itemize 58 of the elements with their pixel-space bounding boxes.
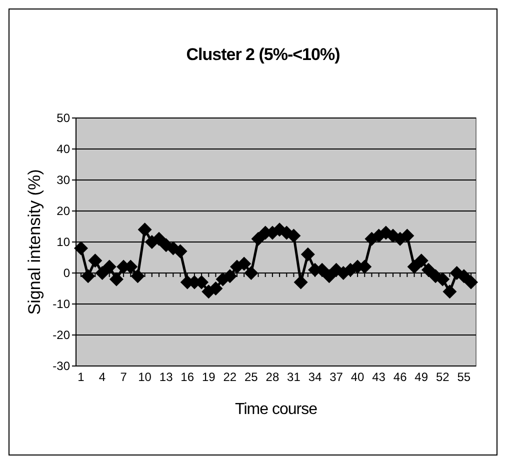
- y-tick-label: 40: [56, 142, 70, 156]
- x-tick-label: 31: [287, 370, 301, 384]
- x-tick-label: 49: [414, 370, 428, 384]
- point: [81, 269, 96, 284]
- x-axis-title: Time course: [235, 401, 318, 418]
- point: [286, 228, 301, 243]
- point: [102, 260, 116, 274]
- y-tick-label: 0: [63, 266, 70, 280]
- x-tick-label: 25: [244, 370, 258, 384]
- chart-title: Cluster 2 (5%-<10%): [186, 45, 340, 64]
- point: [414, 254, 428, 268]
- point: [407, 260, 422, 274]
- x-tick-label: 28: [266, 370, 280, 384]
- y-tick-label: 10: [56, 235, 70, 250]
- x-tick-label: 7: [120, 370, 128, 384]
- x-tick-label: 55: [457, 370, 471, 384]
- point: [300, 247, 315, 262]
- y-tick-label: -10: [52, 297, 70, 312]
- point: [244, 266, 258, 280]
- x-tick-label: 19: [202, 370, 216, 384]
- x-tick-label: 43: [372, 370, 386, 384]
- x-tick-label: 16: [180, 370, 194, 384]
- point: [173, 244, 188, 258]
- x-tick-label: 40: [350, 370, 365, 384]
- point: [294, 275, 308, 290]
- point: [436, 272, 450, 286]
- y-tick-label: 30: [56, 173, 70, 188]
- x-tick-label: 1: [78, 370, 85, 384]
- point: [464, 275, 478, 290]
- x-tick-label: 13: [159, 370, 174, 384]
- point: [152, 232, 166, 246]
- point: [421, 262, 436, 277]
- point: [237, 256, 252, 271]
- x-tick-label: 34: [308, 370, 322, 384]
- x-tick-label: 4: [98, 370, 106, 384]
- x-tick-label: 22: [223, 370, 237, 384]
- point: [208, 282, 223, 296]
- y-tick-label: 50: [56, 111, 70, 126]
- point: [138, 222, 152, 237]
- x-tick-label: 46: [393, 370, 408, 384]
- y-axis-title: Signal intensity (%): [25, 169, 44, 315]
- y-tick-label: -30: [52, 359, 70, 374]
- x-tick-label: 52: [436, 370, 450, 384]
- point: [74, 241, 88, 256]
- point: [456, 269, 471, 284]
- point: [130, 269, 145, 284]
- y-tick-label: 20: [56, 204, 70, 218]
- point: [251, 232, 266, 246]
- point: [109, 272, 124, 286]
- y-tick-label: -20: [52, 328, 70, 342]
- point: [322, 269, 336, 284]
- point: [88, 254, 102, 268]
- x-tick-label: 37: [330, 370, 344, 384]
- point: [95, 266, 110, 280]
- x-tick-label: 10: [138, 370, 152, 384]
- point: [222, 269, 237, 284]
- point: [400, 228, 414, 243]
- point: [442, 284, 457, 299]
